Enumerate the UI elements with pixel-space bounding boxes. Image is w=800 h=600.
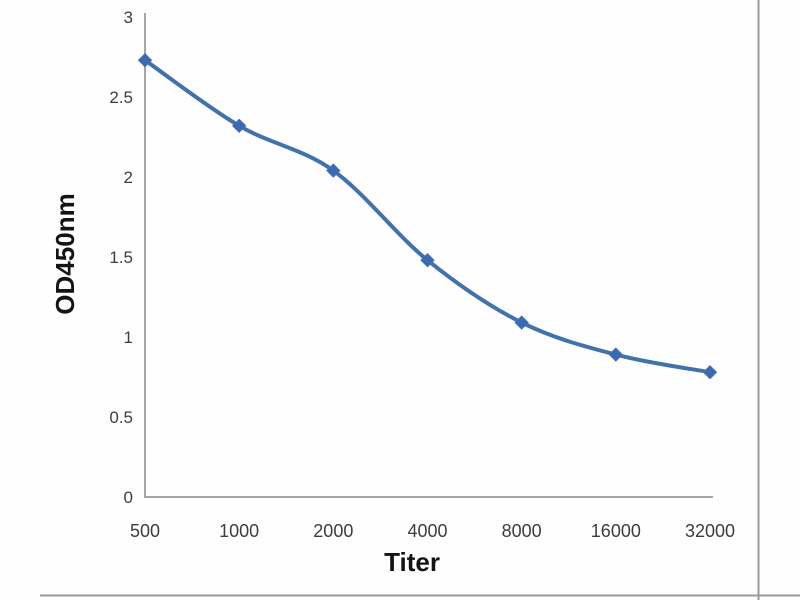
data-point-marker	[702, 364, 718, 380]
data-point-marker	[231, 118, 247, 134]
data-point-marker	[137, 52, 153, 68]
y-tick-label: 2	[124, 168, 133, 187]
y-tick-label: 0.5	[109, 408, 133, 427]
y-axis-title: OD450nm	[50, 193, 80, 314]
x-tick-label: 16000	[591, 521, 641, 541]
y-tick-label: 1	[124, 328, 133, 347]
y-tick-label: 2.5	[109, 88, 133, 107]
x-axis-title: Titer	[384, 547, 440, 577]
x-tick-label: 32000	[685, 521, 735, 541]
y-tick-label: 0	[124, 488, 133, 507]
series-line	[143, 58, 712, 375]
y-tick-label: 1.5	[109, 248, 133, 267]
x-tick-label: 500	[130, 521, 160, 541]
data-point-marker	[326, 163, 341, 178]
data-point-marker	[420, 252, 435, 268]
x-tick-label: 4000	[407, 521, 447, 541]
x-tick-label: 1000	[219, 521, 259, 541]
data-point-marker	[514, 315, 529, 330]
y-axis-tick-labels: 0 0.5 1 1.5 2 2.5 3	[109, 8, 133, 507]
data-series-od450nm	[137, 52, 718, 380]
x-axis-tick-labels: 500 1000 2000 4000 8000 16000 32000	[130, 521, 735, 541]
y-tick-label: 3	[124, 8, 133, 27]
x-tick-label: 8000	[502, 521, 542, 541]
data-point-marker	[608, 347, 624, 362]
x-tick-label: 2000	[313, 521, 353, 541]
